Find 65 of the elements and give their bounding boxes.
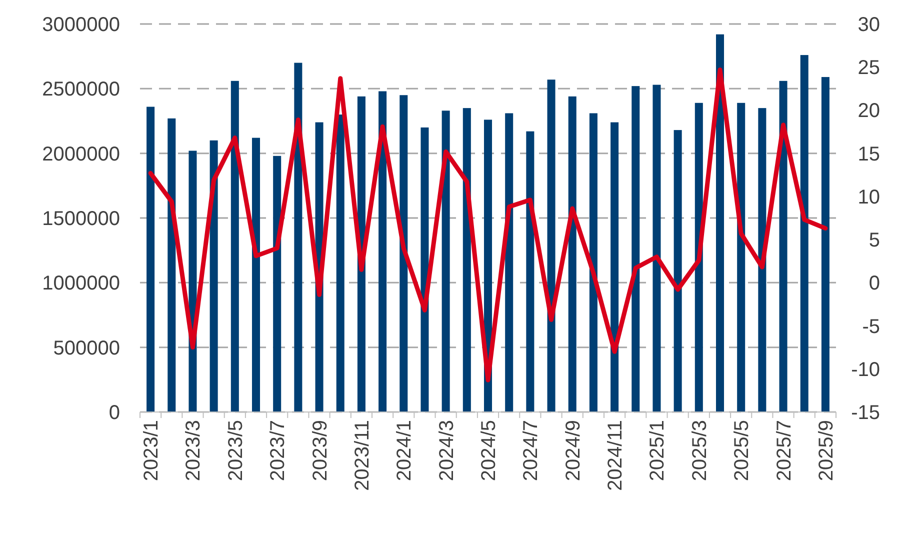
- bar: [273, 156, 282, 412]
- bar: [779, 80, 788, 412]
- x-tick-label: 2024/9: [562, 420, 584, 482]
- bar: [210, 140, 218, 412]
- y2-tick-label: -10: [851, 358, 880, 381]
- bar: [420, 127, 429, 412]
- x-tick-label: 2023/7: [267, 420, 290, 482]
- bar: [652, 84, 661, 412]
- bar: [462, 108, 471, 412]
- y2-tick-label: 20: [858, 100, 880, 122]
- bar: [547, 80, 556, 412]
- y-tick-label: 1000000: [42, 272, 120, 295]
- x-tick-label: 2025/5: [731, 420, 754, 482]
- bar: [442, 110, 450, 412]
- y-tick-label: 3000000: [42, 14, 120, 36]
- bar: [294, 62, 302, 412]
- y2-tick-label: 30: [858, 14, 880, 36]
- x-tick-label: 2024/1: [394, 420, 416, 482]
- bar: [168, 118, 176, 412]
- y2-tick-label: 10: [858, 186, 880, 208]
- y-tick-label: 500000: [53, 337, 120, 360]
- bar: [800, 55, 808, 412]
- bar: [230, 80, 239, 412]
- x-tick-label: 2024/7: [520, 420, 542, 482]
- x-tick-label: 2023/11: [351, 420, 374, 491]
- bar: [610, 122, 619, 412]
- y2-tick-label: -5: [862, 316, 880, 338]
- x-tick-label: 2024/11: [604, 420, 627, 491]
- x-tick-label: 2023/9: [309, 420, 332, 482]
- bar: [568, 96, 576, 412]
- y2-tick-label: 5: [868, 230, 880, 252]
- x-tick-label: 2025/1: [646, 420, 669, 482]
- x-tick-label: 2025/3: [688, 420, 711, 482]
- y-tick-label: 2000000: [42, 143, 120, 166]
- bar: [821, 77, 830, 412]
- x-tick-label: 2025/9: [815, 420, 838, 482]
- x-tick-label: 2023/3: [182, 420, 205, 482]
- x-tick-label: 2025/7: [773, 420, 796, 482]
- bar: [400, 95, 408, 412]
- x-tick-label: 2023/5: [224, 420, 247, 482]
- y2-tick-label: 15: [858, 143, 880, 166]
- bar: [526, 131, 534, 412]
- bar: [716, 34, 724, 412]
- bar: [252, 138, 260, 412]
- bar: [632, 86, 640, 412]
- bar: [758, 108, 766, 412]
- y2-tick-label: 0: [868, 272, 880, 295]
- bar: [505, 113, 514, 412]
- x-tick-label: 2024/3: [436, 420, 458, 482]
- bar: [146, 106, 155, 412]
- bar: [336, 114, 344, 412]
- y-tick-label: 0: [108, 402, 120, 424]
- y-tick-label: 2500000: [42, 78, 120, 101]
- x-tick-label: 2023/1: [140, 420, 163, 482]
- y2-tick-label: -15: [851, 402, 880, 424]
- bar: [674, 130, 682, 412]
- x-tick-label: 2024/5: [478, 420, 500, 482]
- bar: [694, 102, 703, 412]
- bar: [378, 91, 387, 412]
- y-tick-label: 1500000: [42, 208, 120, 230]
- bar: [589, 113, 598, 412]
- bar: [357, 96, 366, 412]
- y2-tick-label: 25: [858, 57, 880, 80]
- bar: [737, 102, 746, 412]
- line-series: [148, 67, 828, 382]
